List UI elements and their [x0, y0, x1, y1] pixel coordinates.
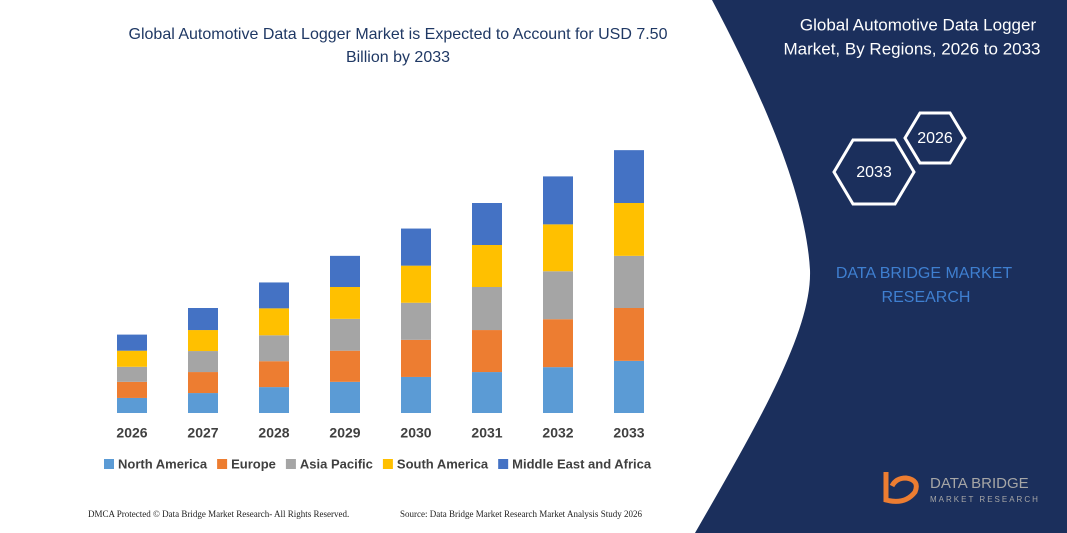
bar-segment [472, 372, 502, 413]
bar-segment [259, 282, 289, 309]
bar-segment [543, 224, 573, 272]
logo-icon [883, 472, 919, 504]
bar-segment [259, 335, 289, 362]
bar-segment [543, 176, 573, 225]
bar-segment [401, 302, 431, 340]
bar-segment [614, 150, 644, 203]
bar-segment [401, 339, 431, 377]
bar-segment [188, 372, 218, 394]
side-panel [695, 0, 1067, 533]
bar-segment [117, 397, 147, 413]
bar-segment [188, 308, 218, 331]
x-tick-label: 2027 [187, 425, 218, 441]
x-tick-label: 2032 [542, 425, 573, 441]
bar-segment [614, 255, 644, 308]
bar-segment [117, 334, 147, 351]
x-tick-label: 2028 [258, 425, 289, 441]
bar-segment [614, 360, 644, 413]
hexagon-label: 2033 [856, 164, 892, 181]
brand-text: DATA BRIDGE MARKET [836, 265, 1013, 282]
hexagon [832, 138, 916, 206]
legend-label: Middle East and Africa [512, 456, 652, 471]
bar-segment [188, 393, 218, 413]
panel-title: Global Automotive Data Logger [800, 15, 1037, 34]
bar-segment [472, 287, 502, 331]
bar-segment [543, 367, 573, 413]
bar-segment [614, 308, 644, 361]
logo-name: DATA BRIDGE [930, 475, 1029, 492]
bar-segment [401, 265, 431, 303]
legend-label: Europe [231, 456, 276, 471]
brand-text: RESEARCH [882, 289, 971, 306]
bar-segment [117, 366, 147, 382]
panel-title: Market, By Regions, 2026 to 2033 [783, 39, 1040, 58]
x-tick-label: 2031 [471, 425, 502, 441]
bar-segment [472, 245, 502, 287]
bar-segment [259, 361, 289, 388]
bar-segment [259, 387, 289, 413]
bar-segment [117, 350, 147, 367]
hexagon [903, 111, 967, 165]
x-tick-label: 2026 [116, 425, 147, 441]
bar-segment [614, 203, 644, 256]
bar-segment [330, 287, 360, 319]
legend-swatch [382, 459, 393, 469]
bar-segment [188, 330, 218, 352]
bar-segment [401, 228, 431, 266]
legend-label: North America [118, 456, 208, 471]
legend-swatch [104, 459, 114, 469]
bar-segment [472, 203, 502, 245]
bar-segment [330, 381, 360, 413]
x-tick-label: 2029 [329, 425, 360, 441]
bar-segment [117, 381, 147, 398]
legend-swatch [285, 459, 296, 469]
legend-swatch [217, 459, 228, 469]
legend-swatch [498, 459, 509, 469]
bar-segment [543, 319, 573, 368]
bar-segment [188, 351, 218, 373]
legend-label: South America [397, 456, 489, 471]
x-tick-label: 2033 [613, 425, 644, 441]
bar-segment [543, 271, 573, 320]
bar-segment [401, 376, 431, 413]
x-tick-label: 2030 [400, 425, 431, 441]
bar-segment [330, 255, 360, 287]
hexagon-label: 2026 [917, 130, 953, 147]
bar-segment [472, 330, 502, 373]
footer-left: DMCA Protected © Data Bridge Market Rese… [88, 509, 349, 519]
logo-tagline: MARKET RESEARCH [930, 495, 1040, 504]
legend-label: Asia Pacific [300, 456, 373, 471]
bar-segment [259, 308, 289, 336]
bar-segment [330, 350, 360, 382]
footer-right: Source: Data Bridge Market Research Mark… [400, 509, 642, 519]
chart-title: Global Automotive Data Logger Market is … [129, 26, 668, 66]
bar-segment [330, 318, 360, 351]
